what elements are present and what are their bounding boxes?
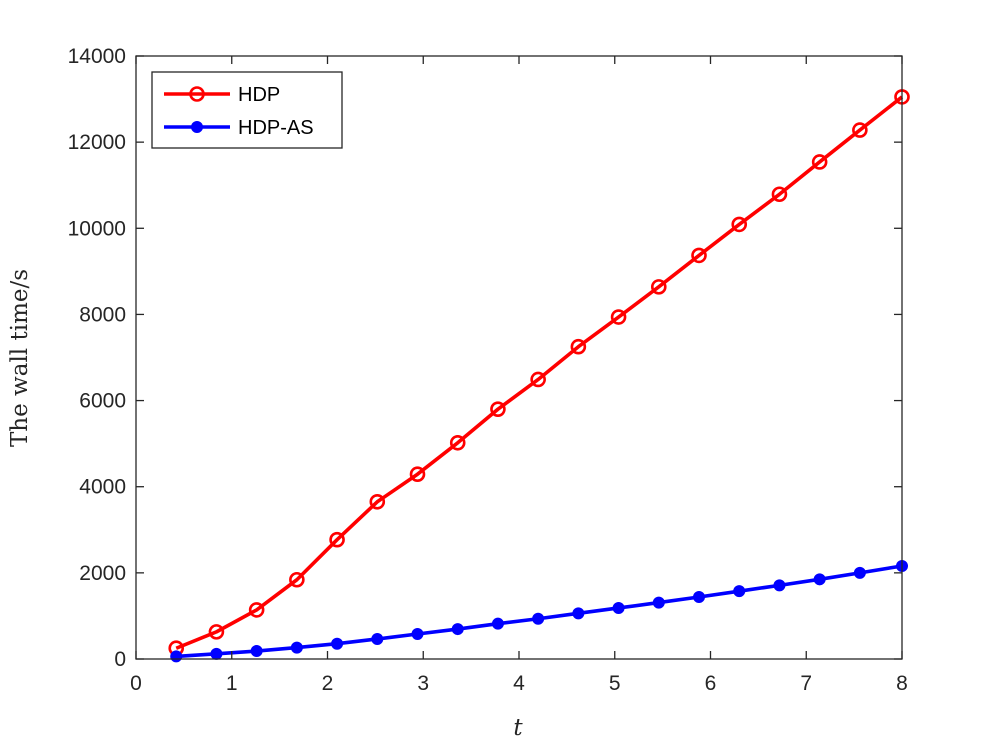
x-tick-label: 5 xyxy=(609,672,621,695)
data-point xyxy=(771,186,788,203)
data-point xyxy=(371,632,384,645)
legend-box xyxy=(151,71,343,149)
data-point xyxy=(210,647,223,660)
y-axis-label: The wall time/s xyxy=(7,269,33,447)
data-point xyxy=(329,531,345,548)
data-point xyxy=(852,122,868,138)
data-point xyxy=(250,645,263,658)
data-point xyxy=(248,602,265,618)
data-point xyxy=(570,338,587,355)
data-point xyxy=(530,371,546,388)
x-tick-label: 3 xyxy=(417,672,429,695)
data-point xyxy=(170,650,183,663)
data-point xyxy=(289,571,305,588)
y-tick-label: 6000 xyxy=(79,390,126,413)
plot-area xyxy=(168,89,910,663)
y-tick-label: 2000 xyxy=(79,562,126,585)
data-point xyxy=(733,585,746,598)
data-point xyxy=(693,590,706,603)
data-point xyxy=(853,566,866,579)
data-point xyxy=(773,579,786,592)
x-tick-label: 6 xyxy=(705,672,717,695)
data-point xyxy=(411,628,424,641)
y-tick-label: 0 xyxy=(114,648,126,671)
data-point xyxy=(650,279,667,295)
data-point xyxy=(449,434,466,451)
data-point xyxy=(612,601,625,614)
data-point xyxy=(331,637,344,650)
series-1 xyxy=(168,89,910,657)
legend-label: HDP-AS xyxy=(238,117,314,139)
data-point xyxy=(532,612,545,625)
y-tick-label: 10000 xyxy=(68,217,126,240)
data-point xyxy=(290,641,303,654)
legend-item: HDP-AS xyxy=(164,117,314,139)
data-point xyxy=(652,596,665,609)
x-tick-label: 0 xyxy=(130,672,142,695)
x-axis-label: t xyxy=(513,715,523,741)
data-point xyxy=(610,309,627,325)
legend: HDP HDP-AS xyxy=(151,71,343,149)
x-tick-label: 4 xyxy=(513,672,525,695)
data-point xyxy=(691,247,707,264)
data-point xyxy=(451,623,464,636)
x-tick-label: 8 xyxy=(896,672,908,695)
data-point xyxy=(731,216,748,233)
data-point xyxy=(811,154,828,170)
legend-label: HDP xyxy=(238,84,280,106)
y-tick-label: 4000 xyxy=(79,476,126,499)
legend-item: HDP xyxy=(164,84,280,106)
legend-marker xyxy=(191,121,203,133)
data-point xyxy=(208,624,225,640)
y-tick-label: 14000 xyxy=(68,45,126,68)
legend-marker xyxy=(189,86,205,102)
y-tick-label: 12000 xyxy=(68,131,126,154)
data-point xyxy=(572,607,585,620)
x-tick-label: 7 xyxy=(800,672,812,695)
data-point xyxy=(369,493,386,510)
data-point xyxy=(409,466,426,483)
axes: 0 1 2 3 4 5 6 7 8 0 2000 4000 6000 8000 10000 12000 1400… xyxy=(68,45,908,695)
x-tick-label: 2 xyxy=(322,672,334,695)
data-point xyxy=(491,617,504,630)
series-line xyxy=(175,95,904,650)
y-tick-label: 8000 xyxy=(79,303,126,326)
data-point xyxy=(813,573,826,586)
data-point xyxy=(490,401,506,417)
x-tick-label: 1 xyxy=(226,672,238,695)
